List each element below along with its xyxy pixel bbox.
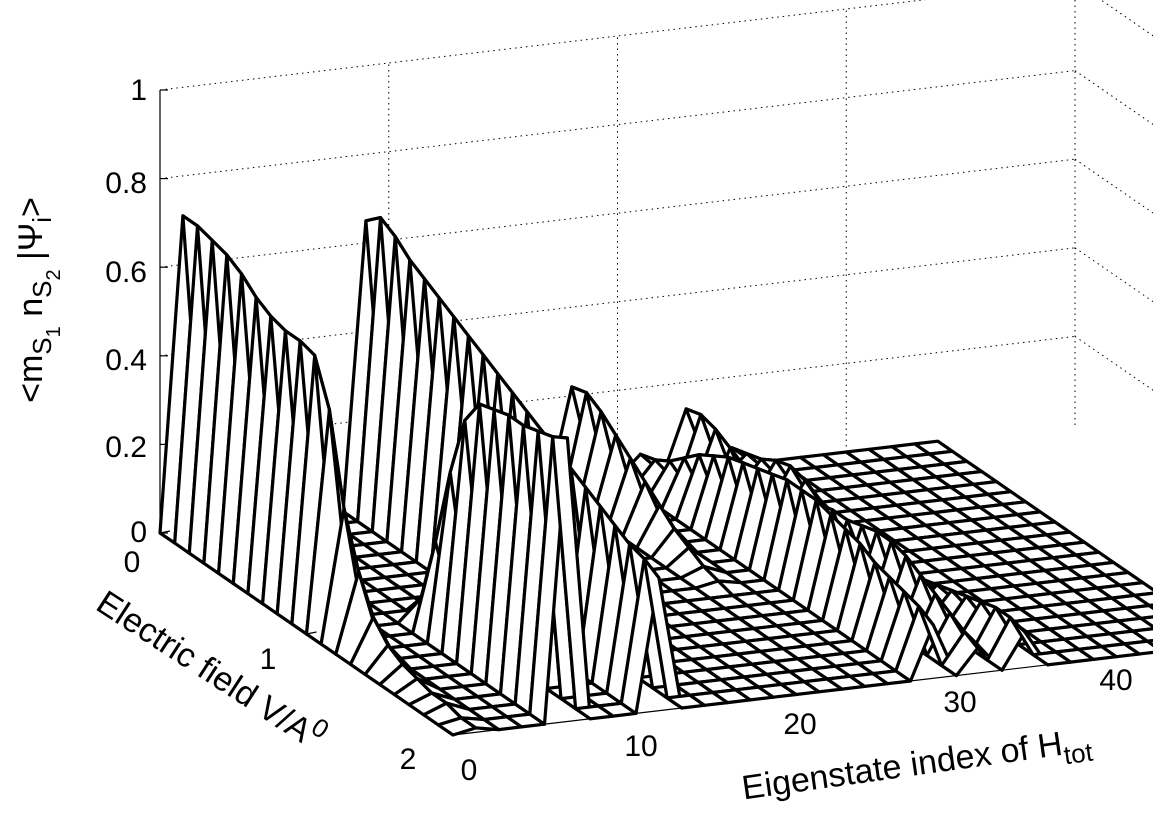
x-tick [1130, 648, 1140, 655]
surface-cell [1131, 627, 1153, 643]
grid-line [1074, 70, 1153, 125]
svg-text:<mS1 nS2 |Ψi>: <mS1 nS2 |Ψi> [12, 197, 65, 403]
y-tick-labels: 0 1 2 [124, 546, 417, 776]
x-tick-labels: 0 10 20 30 40 [461, 664, 1133, 787]
y-tick [159, 530, 171, 534]
z-tick-label: 0.4 [105, 344, 147, 377]
x-tick [673, 702, 683, 709]
surface [158, 214, 1153, 737]
axes [159, 89, 1153, 736]
z-tick-label: 0.6 [105, 256, 147, 289]
z-tick-label: 1 [130, 74, 147, 107]
x-tick-label: 10 [624, 730, 657, 763]
grid-line [159, 70, 1076, 180]
x-axis-title-sub: tot [1062, 737, 1096, 771]
z-axis-title: <mS1 nS2 |Ψi> [12, 197, 65, 403]
y-tick-label: 0 [124, 546, 141, 579]
x-tick-label: 30 [943, 686, 976, 719]
surface-cell [1145, 638, 1153, 647]
x-tick [444, 729, 454, 736]
grid-line [1074, 247, 1153, 303]
z-tick-label: 0 [130, 516, 147, 549]
grid-line [1100, 0, 1153, 37]
grid-line [1074, 158, 1153, 214]
surface-cell [1118, 580, 1153, 598]
z-tick-label: 0.2 [105, 431, 147, 464]
x-tick-label: 40 [1099, 664, 1132, 697]
x-tick-label: 0 [461, 754, 478, 787]
x-tick [902, 675, 911, 682]
z-tick-label: 0.8 [105, 167, 147, 200]
z-tick-labels: 0 0.2 0.4 0.6 0.8 1 [105, 74, 147, 549]
x-tick-label: 20 [783, 708, 816, 741]
y-tick [306, 631, 317, 635]
y-tick-label: 1 [260, 643, 277, 676]
surface-cell [1124, 603, 1153, 620]
y-tick-label: 2 [400, 743, 417, 776]
surface-cell [1147, 603, 1153, 611]
surface-cell [1132, 591, 1153, 608]
grid-line [1074, 335, 1153, 391]
surface-cell [1139, 615, 1153, 629]
